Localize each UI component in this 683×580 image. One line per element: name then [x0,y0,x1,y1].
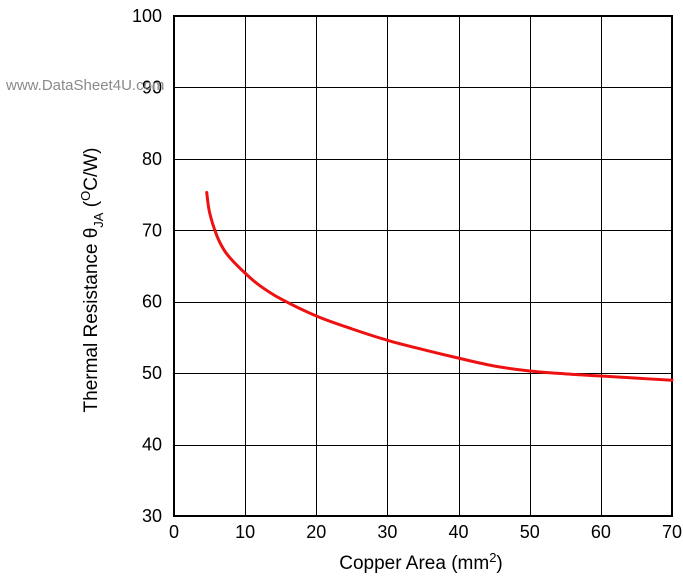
y-tick-labels: 30 40 50 60 70 80 90 100 [132,6,162,526]
y-axis-title-prefix: Thermal Resistance [81,238,102,412]
x-axis-title-superscript: 2 [489,550,496,565]
y-axis-title-unit-rest: C/W) [81,148,102,191]
x-tick-label-40: 40 [449,522,469,542]
watermark-text: www.DataSheet4U.com [5,77,164,94]
plot-frame [173,15,673,517]
y-tick-label-50: 50 [142,363,162,383]
y-tick-label-90: 90 [142,77,162,97]
y-tick-label-40: 40 [142,435,162,455]
x-axis-title: Copper Area (mm2) [339,550,503,574]
y-tick-label-100: 100 [132,6,162,26]
y-axis-title-unit-open: ( [81,200,102,212]
x-tick-label-50: 50 [520,522,540,542]
x-tick-label-70: 70 [662,522,682,542]
grid [173,15,673,517]
x-tick-label-30: 30 [377,522,397,542]
x-axis-title-text: Copper Area (mm [339,553,489,574]
y-axis-title-symbol: θ [81,228,102,239]
y-axis-title-subscript: JA [91,212,106,228]
series-line-0 [205,190,674,382]
x-axis-title-suffix: ) [496,553,502,574]
x-tick-label-10: 10 [235,522,255,542]
x-tick-label-0: 0 [169,522,179,542]
y-tick-label-30: 30 [142,506,162,526]
series-layer [205,190,674,382]
y-tick-label-60: 60 [142,292,162,312]
x-tick-label-20: 20 [306,522,326,542]
y-tick-label-80: 80 [142,149,162,169]
y-axis-title: Thermal Resistance θJA (OC/W) [78,148,106,413]
y-axis-title-unit-superscript: O [78,191,93,201]
y-tick-label-70: 70 [142,220,162,240]
x-tick-labels: 0 10 20 30 40 50 60 70 [169,522,682,542]
x-tick-label-60: 60 [591,522,611,542]
